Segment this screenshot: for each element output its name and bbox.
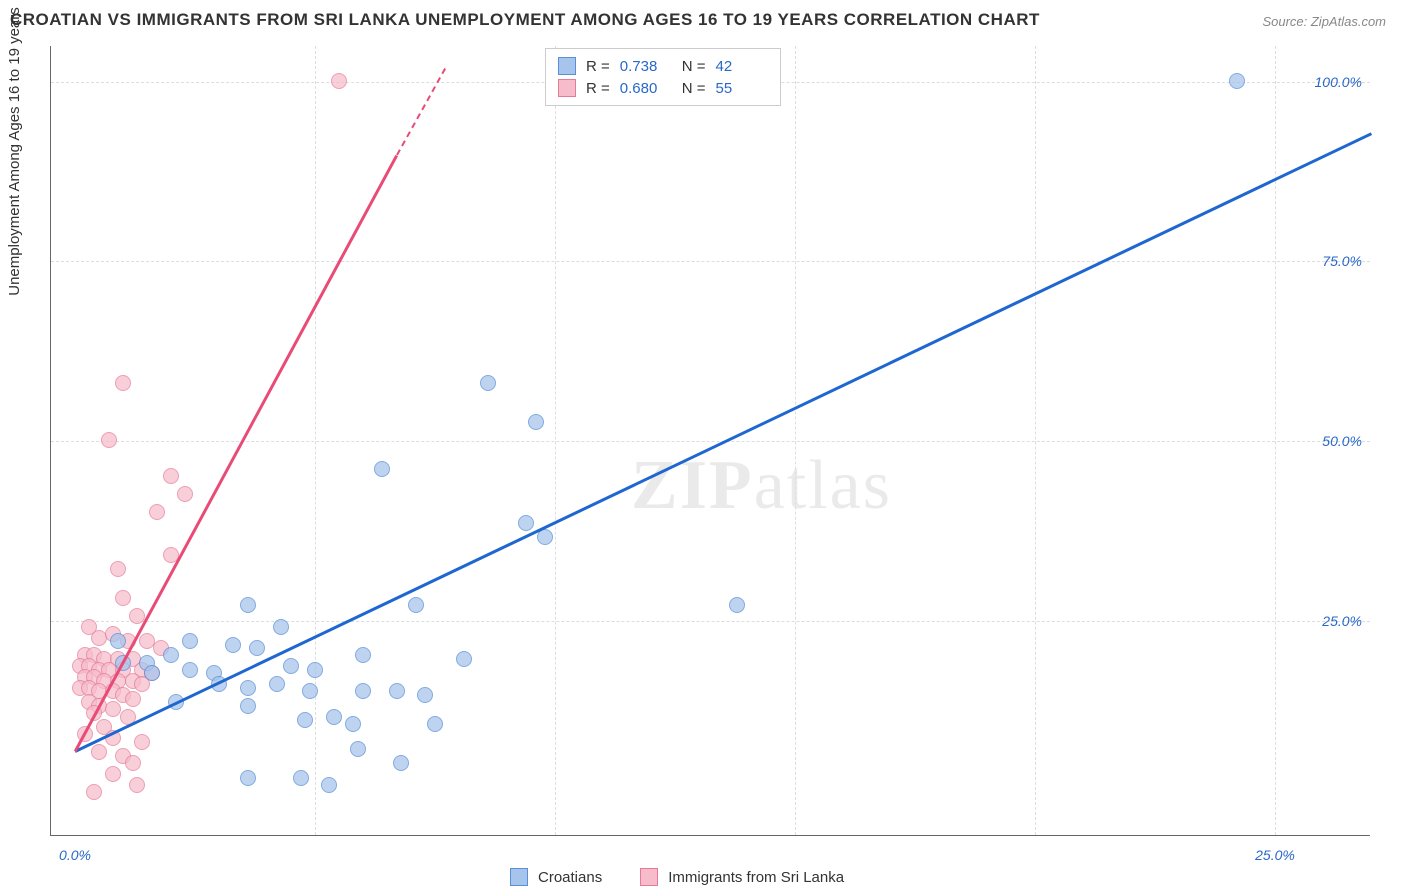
data-point-blue — [417, 687, 433, 703]
legend-label-blue: Croatians — [538, 869, 602, 886]
data-point-blue — [326, 709, 342, 725]
grid-line-h — [51, 261, 1370, 262]
data-point-blue — [350, 741, 366, 757]
data-point-blue — [480, 375, 496, 391]
y-tick-label: 25.0% — [1322, 613, 1362, 629]
swatch-blue-icon — [558, 57, 576, 75]
data-point-blue — [389, 683, 405, 699]
x-tick-label: 0.0% — [59, 847, 91, 863]
data-point-blue — [302, 683, 318, 699]
data-point-pink — [115, 375, 131, 391]
data-point-blue — [537, 529, 553, 545]
legend-bottom: Croatians Immigrants from Sri Lanka — [510, 868, 844, 886]
data-point-blue — [456, 651, 472, 667]
data-point-pink — [125, 755, 141, 771]
data-point-blue — [283, 658, 299, 674]
data-point-blue — [273, 619, 289, 635]
data-point-blue — [249, 640, 265, 656]
watermark-light: atlas — [754, 447, 892, 524]
y-axis-label: Unemployment Among Ages 16 to 19 years — [6, 7, 23, 296]
data-point-blue — [528, 414, 544, 430]
data-point-blue — [225, 637, 241, 653]
data-point-blue — [240, 698, 256, 714]
data-point-blue — [427, 716, 443, 732]
data-point-blue — [1229, 73, 1245, 89]
data-point-pink — [129, 777, 145, 793]
r-value-pink: 0.680 — [620, 80, 672, 97]
plot-area: ZIPatlas 25.0%50.0%75.0%100.0%0.0%25.0% — [50, 46, 1370, 836]
data-point-blue — [374, 461, 390, 477]
data-point-blue — [729, 597, 745, 613]
data-point-blue — [110, 633, 126, 649]
data-point-blue — [182, 633, 198, 649]
y-tick-label: 75.0% — [1322, 253, 1362, 269]
data-point-pink — [101, 432, 117, 448]
data-point-blue — [293, 770, 309, 786]
legend-stats-box: R = 0.738 N = 42 R = 0.680 N = 55 — [545, 48, 781, 106]
r-label-pink: R = — [586, 80, 610, 97]
data-point-blue — [163, 647, 179, 663]
x-tick-label: 25.0% — [1255, 847, 1295, 863]
data-point-blue — [393, 755, 409, 771]
data-point-blue — [307, 662, 323, 678]
data-point-blue — [240, 597, 256, 613]
data-point-blue — [518, 515, 534, 531]
chart-title: CROATIAN VS IMMIGRANTS FROM SRI LANKA UN… — [10, 10, 1040, 30]
grid-line-h — [51, 621, 1370, 622]
swatch-pink-icon — [558, 79, 576, 97]
data-point-pink — [86, 784, 102, 800]
n-value-pink: 55 — [716, 80, 768, 97]
data-point-pink — [125, 691, 141, 707]
legend-stats-row-pink: R = 0.680 N = 55 — [558, 77, 768, 99]
data-point-blue — [355, 683, 371, 699]
data-point-pink — [134, 734, 150, 750]
data-point-blue — [269, 676, 285, 692]
watermark: ZIPatlas — [631, 446, 892, 526]
data-point-pink — [91, 744, 107, 760]
y-tick-label: 100.0% — [1315, 74, 1362, 90]
swatch-blue-icon — [510, 868, 528, 886]
grid-line-v — [795, 46, 796, 835]
grid-line-v — [555, 46, 556, 835]
data-point-pink — [163, 468, 179, 484]
n-label-pink: N = — [682, 80, 706, 97]
n-label-blue: N = — [682, 58, 706, 75]
data-point-blue — [240, 770, 256, 786]
data-point-blue — [408, 597, 424, 613]
watermark-bold: ZIP — [631, 447, 754, 524]
data-point-blue — [297, 712, 313, 728]
grid-line-v — [1035, 46, 1036, 835]
grid-line-v — [315, 46, 316, 835]
data-point-blue — [321, 777, 337, 793]
trend-line-pink — [74, 154, 398, 751]
data-point-pink — [105, 766, 121, 782]
grid-line-v — [1275, 46, 1276, 835]
data-point-blue — [182, 662, 198, 678]
grid-line-h — [51, 441, 1370, 442]
swatch-pink-icon — [640, 868, 658, 886]
trend-line-blue — [74, 132, 1371, 752]
legend-label-pink: Immigrants from Sri Lanka — [668, 869, 844, 886]
y-tick-label: 50.0% — [1322, 433, 1362, 449]
data-point-blue — [240, 680, 256, 696]
data-point-pink — [177, 486, 193, 502]
data-point-blue — [144, 665, 160, 681]
data-point-blue — [355, 647, 371, 663]
data-point-pink — [110, 561, 126, 577]
data-point-pink — [149, 504, 165, 520]
r-value-blue: 0.738 — [620, 58, 672, 75]
source-attribution: Source: ZipAtlas.com — [1262, 14, 1386, 29]
data-point-pink — [331, 73, 347, 89]
data-point-blue — [345, 716, 361, 732]
n-value-blue: 42 — [716, 58, 768, 75]
legend-stats-row-blue: R = 0.738 N = 42 — [558, 55, 768, 77]
data-point-pink — [115, 590, 131, 606]
r-label-blue: R = — [586, 58, 610, 75]
